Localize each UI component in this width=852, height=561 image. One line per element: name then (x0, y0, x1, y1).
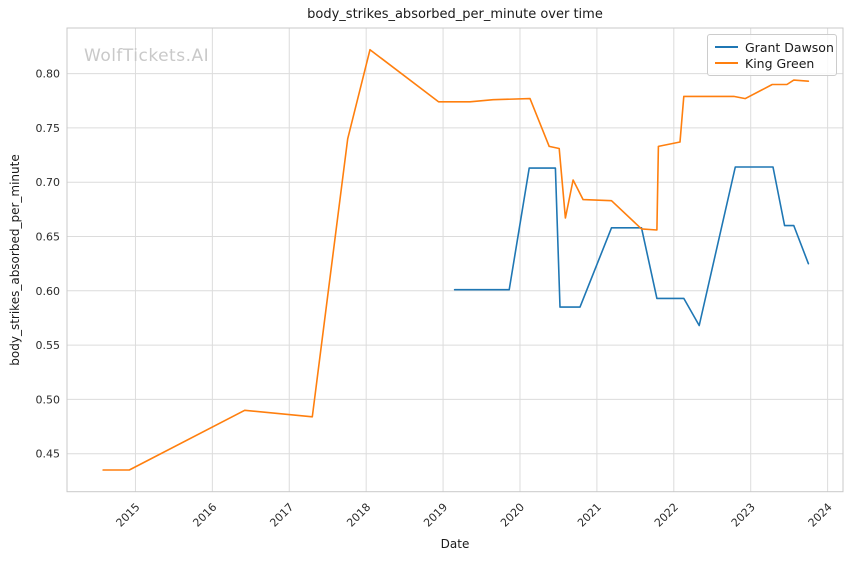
watermark: WolfTickets.AI (84, 46, 210, 66)
legend-label: Grant Dawson (745, 39, 834, 55)
x-tick-label: 2016 (190, 501, 219, 530)
line-swatch-icon (715, 62, 738, 64)
x-axis-label: Date (440, 537, 470, 551)
y-tick-label: 0.45 (36, 448, 61, 461)
y-axis-label: body_strikes_absorbed_per_minute (8, 154, 22, 366)
series-line-king-green (102, 48, 810, 471)
y-tick-label: 0.50 (36, 393, 61, 406)
x-tick-label: 2015 (114, 501, 143, 530)
x-tick-label: 2024 (806, 501, 835, 530)
series-line-grant-dawson (453, 166, 810, 327)
x-tick-label: 2017 (267, 501, 296, 530)
legend-item-king-green: King Green (715, 56, 829, 71)
legend-item-grant-dawson: Grant Dawson (715, 40, 834, 55)
chart-title: body_strikes_absorbed_per_minute over ti… (307, 7, 603, 22)
y-tick-label: 0.60 (36, 285, 61, 298)
x-tick-label: 2023 (729, 501, 758, 530)
y-tick-label: 0.55 (36, 339, 61, 352)
x-tick-label: 2022 (652, 501, 681, 530)
legend: Grant Dawson King Green (707, 34, 837, 76)
legend-label: King Green (745, 55, 815, 71)
y-tick-label: 0.65 (36, 231, 61, 244)
line-swatch-icon (715, 46, 738, 48)
y-tick-label: 0.75 (36, 122, 61, 135)
plot-border (66, 27, 844, 493)
y-tick-label: 0.80 (36, 68, 61, 81)
x-tick-label: 2019 (421, 501, 450, 530)
x-tick-label: 2018 (344, 501, 373, 530)
x-tick-label: 2021 (575, 501, 604, 530)
x-tick-label: 2020 (498, 501, 527, 530)
y-tick-label: 0.70 (36, 176, 61, 189)
